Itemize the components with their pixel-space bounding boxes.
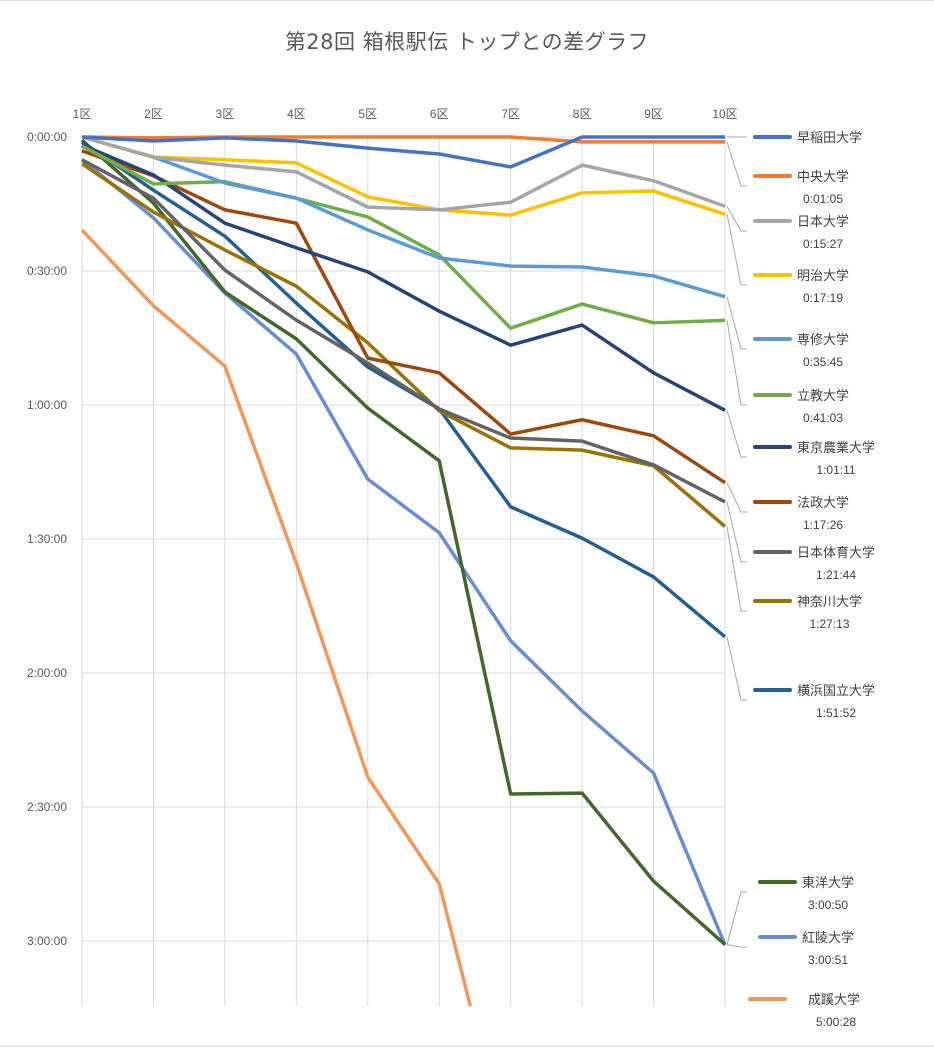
y-tick-label: 0:00:00 [27, 130, 67, 144]
x-tick-label: 3区 [216, 107, 235, 121]
x-tick-label: 4区 [287, 107, 306, 121]
series-line [81, 162, 727, 528]
x-tick-label: 2区 [144, 107, 163, 121]
leader-line [726, 141, 747, 187]
series-line [81, 140, 727, 639]
legend-final-time: 5:00:28 [816, 1015, 856, 1029]
top-border [0, 0, 934, 1]
legend-label: 明治大学 [797, 268, 849, 284]
legend-label: 法政大学 [797, 495, 849, 511]
series-line [81, 135, 726, 217]
series-line [81, 158, 726, 504]
x-tick-label: 9区 [644, 107, 663, 121]
series-line [81, 135, 726, 299]
x-tick-label: 7区 [501, 107, 520, 121]
bottom-border [0, 1046, 934, 1047]
legend-label: 早稲田大学 [797, 130, 862, 146]
y-tick-label: 0:30:00 [27, 264, 67, 278]
leader-line [726, 205, 747, 232]
legend-final-time: 0:01:05 [803, 192, 843, 206]
y-tick-label: 3:00:00 [27, 934, 67, 948]
y-tick-label: 2:00:00 [27, 666, 67, 680]
y-tick-label: 1:30:00 [27, 532, 67, 546]
legend-final-time: 0:35:45 [803, 355, 843, 369]
leader-line [726, 410, 747, 458]
leader-line [726, 636, 747, 701]
x-tick-label: 8区 [573, 107, 592, 121]
leader-line [726, 501, 747, 563]
series-group [80, 135, 727, 1006]
legend-final-time: 3:00:50 [808, 898, 848, 912]
legend-final-time: 1:27:13 [809, 617, 849, 631]
y-tick-label: 2:30:00 [27, 800, 67, 814]
leader-line [726, 320, 747, 406]
y-tick-label: 1:00:00 [27, 398, 67, 412]
legend-label: 東京農業大学 [797, 440, 875, 456]
series-line [81, 143, 726, 412]
legend-label: 横浜国立大学 [797, 683, 875, 699]
legend-final-time: 1:17:26 [803, 518, 843, 532]
x-tick-label: 5区 [358, 107, 377, 121]
legend-final-time: 1:01:11 [816, 463, 855, 477]
series-line [81, 135, 725, 144]
leader-line [726, 214, 747, 286]
legend-final-time: 3:00:51 [808, 953, 848, 967]
leader-line [726, 296, 747, 350]
legend-label: 東洋大学 [802, 875, 854, 891]
series-line [81, 144, 726, 330]
legend-label: 立教大学 [797, 388, 849, 404]
leader-line [726, 526, 747, 612]
legend-label: 紅陵大学 [802, 930, 854, 946]
x-tick-label: 10区 [712, 107, 737, 121]
legend-label: 中央大学 [797, 169, 849, 185]
legend-final-time: 1:21:44 [816, 568, 856, 582]
legend-label: 日本体育大学 [797, 545, 875, 561]
chart-title: 第28回 箱根駅伝 トップとの差グラフ [284, 30, 650, 54]
legend-label: 成蹊大学 [808, 992, 860, 1008]
x-tick-label: 1区 [73, 107, 92, 121]
leader-line [726, 944, 747, 948]
legend-final-time: 0:17:19 [803, 291, 843, 305]
legend-final-time: 1:51:52 [816, 706, 856, 720]
legend-label: 神奈川大学 [797, 594, 862, 610]
legend-final-time: 0:15:27 [803, 237, 843, 251]
legend-label: 日本大学 [797, 214, 849, 230]
leader-line [726, 891, 747, 945]
legend-label: 専修大学 [797, 332, 849, 348]
series-line [80, 138, 727, 946]
legend-final-time: 0:41:03 [803, 411, 843, 425]
series-line [80, 228, 473, 1006]
series-line [80, 158, 727, 946]
x-tick-label: 6区 [430, 107, 449, 121]
series-line [81, 135, 725, 169]
series-line [81, 135, 726, 212]
series-line [81, 149, 726, 485]
leader-line [726, 482, 747, 513]
